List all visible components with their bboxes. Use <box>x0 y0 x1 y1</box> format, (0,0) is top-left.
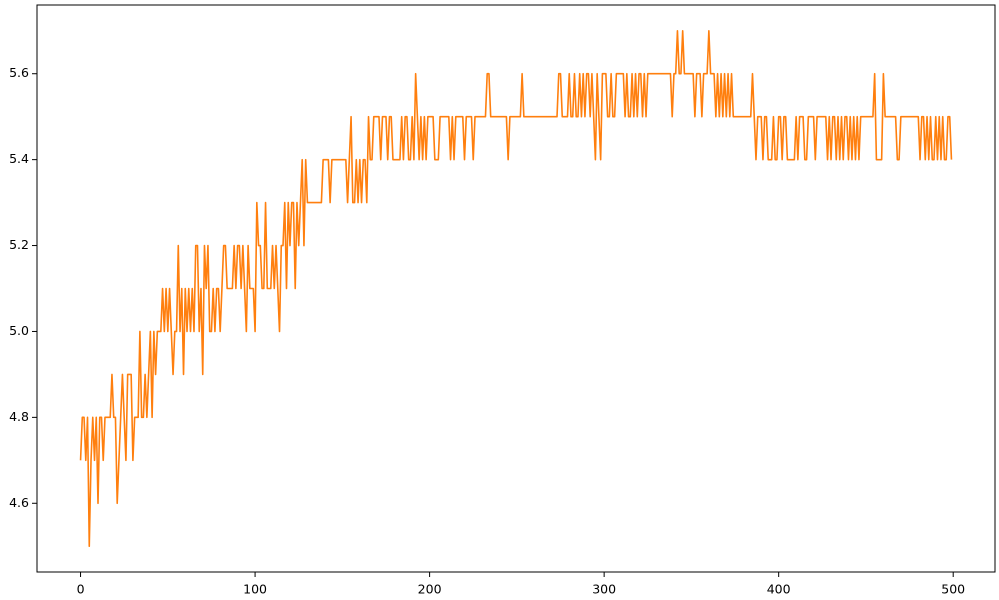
y-tick-label: 5.2 <box>9 237 29 252</box>
x-tick-label: 400 <box>767 582 791 597</box>
y-tick-label: 4.8 <box>9 409 29 424</box>
x-tick-label: 0 <box>77 582 85 597</box>
y-tick-label: 5.6 <box>9 65 29 80</box>
x-tick-label: 100 <box>243 582 267 597</box>
x-tick-label: 500 <box>941 582 965 597</box>
data-line <box>79 29 953 548</box>
y-tick-label: 5.4 <box>9 151 29 166</box>
x-tick-label: 200 <box>418 582 442 597</box>
y-tick-label: 4.6 <box>9 495 29 510</box>
y-tick-label: 5.0 <box>9 323 29 338</box>
x-tick-label: 300 <box>592 582 616 597</box>
plot-frame <box>36 4 996 573</box>
